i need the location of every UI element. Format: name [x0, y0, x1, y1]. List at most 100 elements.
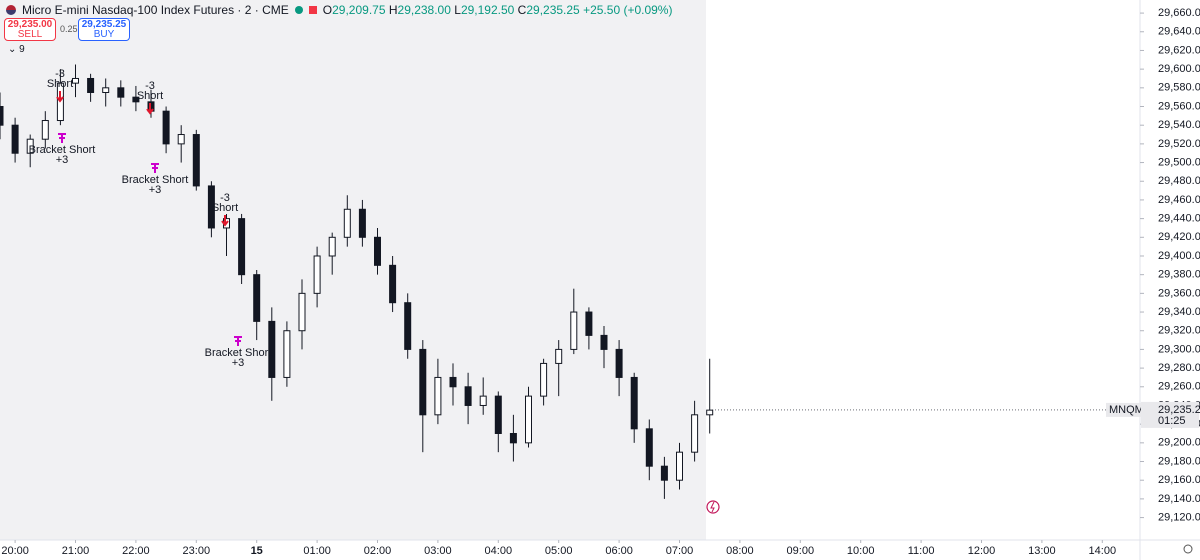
candle-body	[343, 208, 351, 238]
ohlc-key: O	[322, 3, 333, 17]
x-tick-label: 12:00	[968, 545, 996, 557]
x-tick-label: 06:00	[605, 545, 633, 557]
candle-body	[509, 432, 517, 444]
candle-body	[389, 264, 397, 304]
price-tag-value: 29,235.25	[1158, 404, 1200, 416]
header: Micro E-mini Nasdaq-100 Index Futures · …	[6, 3, 672, 17]
candle-body	[207, 185, 215, 229]
x-tick-label: 11:00	[908, 545, 935, 557]
change: +25.50 (+0.09%)	[583, 3, 673, 17]
candle-body	[177, 134, 185, 145]
candle-body	[645, 428, 653, 467]
ohlc: O29,209.75 H29,238.00 L29,192.50 C29,235…	[323, 3, 673, 17]
indicator-toggle[interactable]: ⌄ 9	[8, 44, 25, 55]
candle-body	[525, 395, 532, 444]
candle-body	[298, 292, 306, 332]
candle-body	[479, 395, 487, 406]
candle-body	[464, 386, 472, 406]
y-tick-label: 29,200.00	[1158, 437, 1200, 449]
x-tick-label: 05:00	[545, 545, 573, 557]
grid	[14, 12, 1144, 543]
y-tick-label: 29,380.00	[1158, 269, 1200, 281]
x-tick-label: 10:00	[847, 545, 875, 557]
sell-price: 29,235.00	[7, 19, 53, 30]
x-tick-label: 15	[251, 545, 263, 557]
y-tick-label: 29,160.00	[1158, 474, 1200, 486]
ohlc-value: 29,192.50	[460, 3, 515, 17]
y-tick-label: 29,260.00	[1158, 381, 1200, 393]
y-tick-label: 29,360.00	[1158, 287, 1200, 299]
flag	[6, 5, 16, 15]
y-tick-label: 29,540.00	[1158, 119, 1200, 131]
sell-button[interactable]: 29,235.00 SELL	[4, 18, 56, 41]
candle-body	[706, 409, 714, 416]
candle-body	[404, 302, 412, 350]
annotation-text: Short	[212, 202, 238, 214]
candle-body	[87, 77, 95, 93]
y-tick-label: 29,620.00	[1158, 44, 1200, 56]
ohlc-value: 29,238.00	[397, 3, 451, 17]
candle-body	[691, 414, 699, 453]
x-tick-label: 09:00	[787, 545, 815, 557]
annotation-qty: -3	[55, 68, 65, 80]
bracket-icon	[151, 163, 159, 173]
x-tick-label: 14:00	[1089, 545, 1117, 557]
ohlc-key: H	[388, 3, 398, 17]
y-tick-label: 29,520.00	[1158, 138, 1200, 150]
candle-body	[11, 124, 19, 154]
flag-icon	[308, 6, 317, 14]
candle-body	[555, 348, 563, 364]
y-tick-label: 29,560.00	[1158, 100, 1200, 112]
annotation-text: Short	[47, 78, 73, 90]
short-arrow	[56, 91, 64, 103]
x-tick-label: 13:00	[1028, 545, 1056, 557]
y-tick-label: 29,400.00	[1158, 250, 1200, 262]
candle-body	[585, 311, 593, 336]
x-tick-label: 01:00	[303, 545, 331, 557]
y-tick-label: 29,500.00	[1158, 156, 1200, 168]
x-tick-label: 23:00	[183, 545, 211, 557]
price-tag	[1141, 401, 1199, 428]
annotation-text: Bracket Short	[122, 174, 189, 186]
candle-body	[570, 311, 578, 350]
x-tick-label: 22:00	[122, 545, 150, 557]
candle-body	[0, 106, 4, 126]
candle-body	[630, 376, 638, 430]
y-tick-label: 29,420.00	[1158, 231, 1200, 243]
candle-body	[660, 465, 668, 481]
annotation-qty: +3	[232, 357, 245, 369]
candle-body	[494, 395, 502, 434]
ohlc-value: 29,235.25	[526, 3, 580, 17]
symbol-title[interactable]: Micro E-mini Nasdaq-100 Index Futures · …	[22, 3, 289, 17]
candle-body	[268, 320, 276, 378]
annotation-text: Bracket Short	[29, 144, 96, 156]
candle-body	[253, 274, 261, 322]
candle-body	[117, 87, 125, 98]
candle-body	[26, 138, 34, 154]
buy-button[interactable]: 29,235.25 BUY	[78, 18, 130, 41]
x-tick-label: 07:00	[666, 545, 694, 557]
buy-label: BUY	[93, 29, 115, 40]
y-tick-label: 29,440.00	[1158, 213, 1200, 225]
x-tick-label: 21:00	[62, 545, 90, 557]
alert-icon[interactable]	[706, 500, 720, 514]
candle-body	[358, 208, 366, 238]
alert-bolt	[710, 501, 715, 513]
buy-price: 29,235.25	[81, 19, 127, 30]
candle-body	[676, 451, 683, 481]
y-tick-label: 29,600.00	[1158, 63, 1200, 75]
settings-icon[interactable]	[1183, 544, 1193, 554]
y-tick-label: 29,640.00	[1158, 26, 1200, 38]
x-tick-label: 03:00	[424, 545, 452, 557]
candle-body	[313, 255, 321, 294]
candle-body	[434, 376, 442, 416]
x-tick-label: 20:00	[1, 545, 29, 557]
ohlc-key: C	[517, 3, 527, 17]
price-tag-countdown: 01:25	[1158, 415, 1186, 427]
ohlc-key: L	[454, 3, 461, 17]
y-tick-label: 29,280.00	[1158, 362, 1200, 374]
annotation-qty: +3	[56, 154, 69, 166]
bracket-icon	[234, 336, 242, 346]
